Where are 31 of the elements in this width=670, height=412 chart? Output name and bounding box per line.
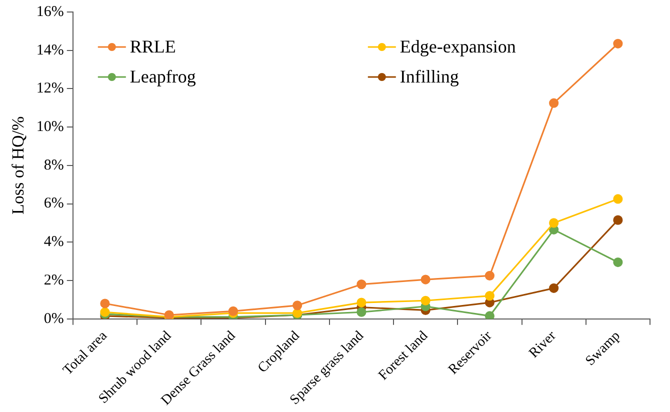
point: [356, 280, 366, 290]
point: [420, 274, 430, 284]
legend-label: RRLE: [130, 36, 176, 57]
point: [613, 38, 623, 48]
point: [549, 283, 559, 293]
point: [484, 291, 494, 301]
y-axis-title: Loss of HQ/%: [8, 116, 28, 215]
y-tick-label: 10%: [36, 119, 64, 136]
y-tick-label: 12%: [36, 80, 64, 97]
point: [549, 98, 559, 108]
y-tick-label: 16%: [36, 4, 64, 20]
legend-label: Edge-expansion: [400, 36, 516, 57]
point: [420, 296, 430, 306]
point: [356, 298, 366, 308]
point: [613, 257, 623, 268]
point: [484, 270, 494, 280]
y-tick-label: 8%: [44, 157, 64, 174]
y-tick-label: 14%: [36, 42, 64, 58]
y-tick-label: 0%: [44, 310, 64, 327]
point: [613, 215, 623, 225]
point: [484, 311, 494, 319]
y-tick-label: 4%: [44, 234, 64, 250]
y-tick-label: 2%: [44, 272, 64, 288]
legend-label: Leapfrog: [130, 66, 196, 87]
point: [292, 300, 302, 310]
point: [100, 298, 110, 308]
point: [549, 218, 559, 228]
legend-label: Infilling: [400, 66, 459, 87]
point: [356, 307, 366, 317]
point: [613, 194, 623, 204]
y-tick-label: 6%: [44, 196, 64, 212]
